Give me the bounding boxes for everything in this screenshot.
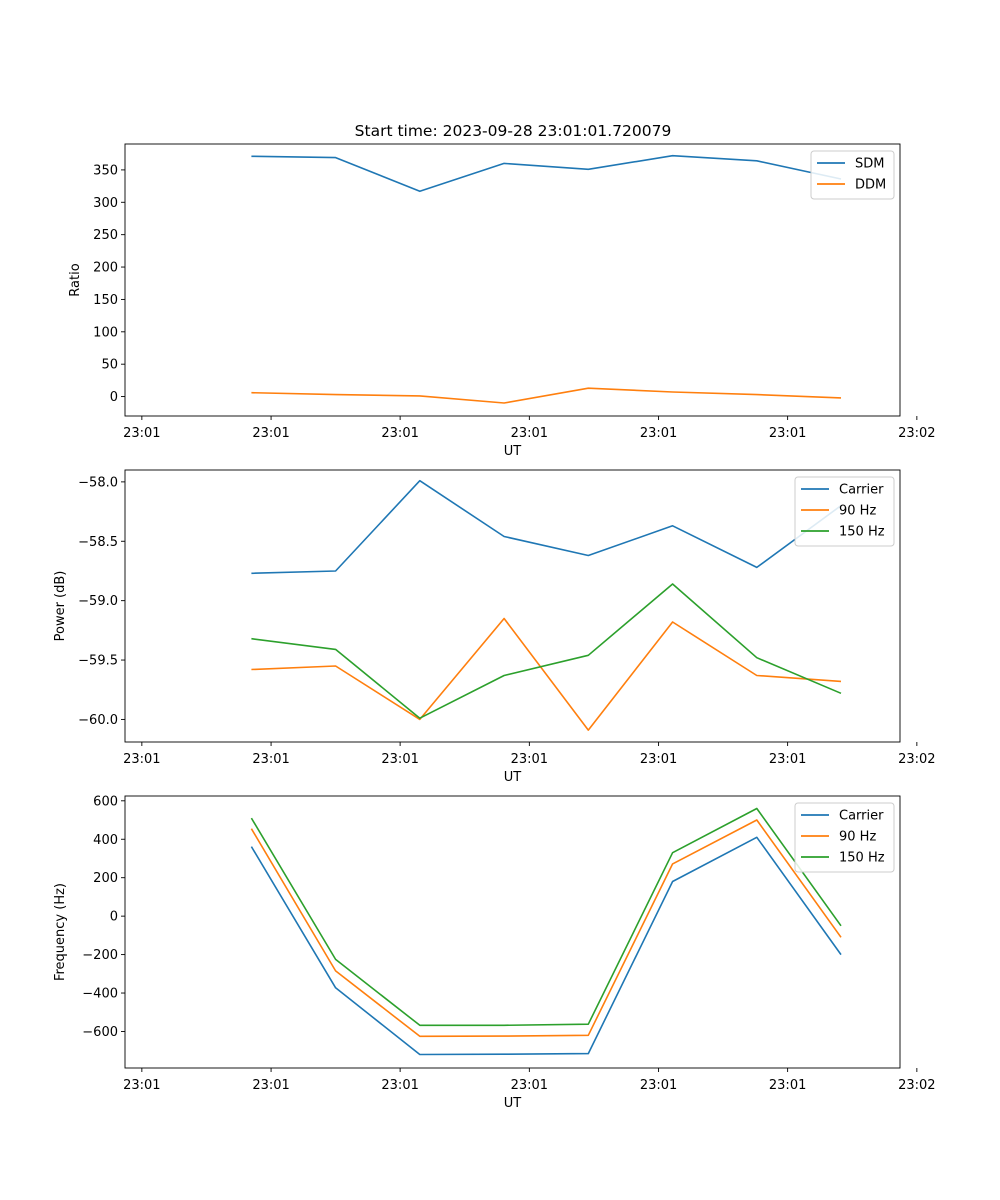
y-axis-label: Ratio — [68, 263, 83, 296]
y-axis-label: Power (dB) — [53, 571, 68, 642]
x-tick-label: 23:01 — [640, 426, 677, 441]
y-tick-label: 300 — [93, 196, 118, 211]
x-tick-label: 23:01 — [769, 1078, 806, 1093]
y-tick-label: 250 — [93, 228, 118, 243]
y-tick-label: 400 — [93, 833, 118, 848]
y-tick-label: 0 — [110, 910, 118, 925]
y-tick-label: −200 — [82, 948, 118, 963]
x-tick-label: 23:01 — [381, 1078, 418, 1093]
series-line-150-hz — [250, 807, 842, 1027]
y-tick-label: −400 — [82, 987, 118, 1002]
x-axis-label: UT — [504, 770, 522, 785]
legend-box — [794, 802, 895, 873]
legend-label: Carrier — [839, 483, 884, 498]
y-tick-label: −58.5 — [78, 535, 118, 550]
y-axis-label: Frequency (Hz) — [53, 883, 68, 981]
x-tick-label: 23:01 — [511, 752, 548, 767]
subplot-frequency: 23:01 23:01 23:01 23:01 23:01 23:01 23:02 −600 −… — [53, 794, 936, 1111]
x-tick-label: 23:01 — [123, 426, 160, 441]
legend: Carrier 90 Hz 150 Hz — [794, 476, 895, 547]
y-tick-label: −59.5 — [78, 654, 118, 669]
y-tick-label: 100 — [93, 325, 118, 340]
legend-label: 150 Hz — [839, 851, 885, 866]
legend-box — [794, 476, 895, 547]
y-tick-label: 0 — [110, 390, 118, 405]
x-tick-label: 23:01 — [511, 426, 548, 441]
x-tick-label: 23:01 — [640, 1078, 677, 1093]
legend: SDM DDM — [810, 150, 895, 200]
x-tick-label: 23:01 — [123, 1078, 160, 1093]
y-tick-label: −600 — [82, 1025, 118, 1040]
legend-label: 90 Hz — [839, 830, 876, 845]
series-line-90-hz — [250, 819, 842, 1038]
figure-title: Start time: 2023-09-28 23:01:01.720079 — [355, 122, 672, 140]
x-tick-label: 23:02 — [898, 426, 935, 441]
y-tick-label: 350 — [93, 163, 118, 178]
legend-label: 90 Hz — [839, 504, 876, 519]
x-tick-label: 23:01 — [252, 1078, 289, 1093]
x-tick-label: 23:01 — [640, 752, 677, 767]
series-line-ddm — [251, 387, 842, 404]
subplot-ratio: 23:01 23:01 23:01 23:01 23:01 23:01 23:02 0 50 10… — [68, 143, 936, 459]
y-tick-label: 200 — [93, 261, 118, 276]
x-tick-label: 23:01 — [252, 752, 289, 767]
x-tick-label: 23:02 — [898, 1078, 935, 1093]
x-tick-label: 23:01 — [252, 426, 289, 441]
legend-label: 150 Hz — [839, 525, 885, 540]
x-axis-label: UT — [504, 1096, 522, 1111]
axes-frame — [124, 469, 901, 743]
axes-frame — [124, 795, 901, 1069]
x-tick-label: 23:01 — [511, 1078, 548, 1093]
x-tick-label: 23:02 — [898, 752, 935, 767]
legend-label: SDM — [855, 157, 884, 172]
series-line-90-hz — [251, 617, 842, 731]
y-tick-label: −59.0 — [78, 594, 118, 609]
y-tick-label: 200 — [93, 871, 118, 886]
y-tick-label: −60.0 — [78, 713, 118, 728]
y-tick-label: 50 — [101, 358, 118, 373]
subplot-power: 23:01 23:01 23:01 23:01 23:01 23:01 23:02 −60.0… — [53, 469, 936, 785]
series-line-carrier — [251, 479, 842, 575]
legend: Carrier 90 Hz 150 Hz — [794, 802, 895, 873]
x-tick-label: 23:01 — [381, 752, 418, 767]
series-line-sdm — [251, 154, 842, 193]
y-tick-label: −58.0 — [78, 475, 118, 490]
x-tick-label: 23:01 — [769, 752, 806, 767]
legend-label: Carrier — [839, 809, 884, 824]
legend-label: DDM — [855, 178, 886, 193]
x-axis-label: UT — [504, 444, 522, 459]
series-line-carrier — [250, 836, 842, 1056]
axes-frame — [124, 143, 901, 417]
series-line-150-hz — [251, 583, 842, 720]
x-tick-label: 23:01 — [769, 426, 806, 441]
y-tick-label: 600 — [93, 794, 118, 809]
y-tick-label: 150 — [93, 293, 118, 308]
x-tick-label: 23:01 — [123, 752, 160, 767]
x-tick-label: 23:01 — [381, 426, 418, 441]
